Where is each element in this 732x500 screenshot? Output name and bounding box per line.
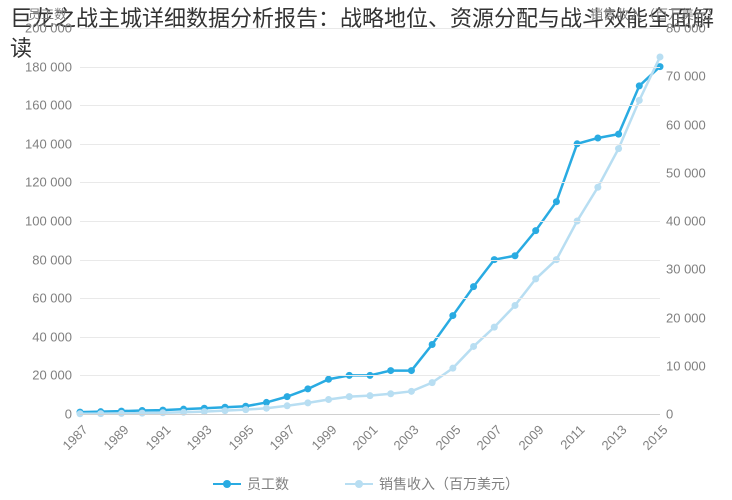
ytick-left: 200 000	[12, 21, 72, 36]
xtick: 1991	[142, 422, 173, 453]
series-marker-employees	[470, 283, 477, 290]
series-marker-revenue	[263, 405, 270, 412]
xtick: 2007	[474, 422, 505, 453]
series-marker-revenue	[615, 145, 622, 152]
xtick: 2011	[557, 422, 587, 452]
xtick: 2015	[640, 422, 671, 453]
chart-container: 0 20 000 40 000 60 000 80 000 100 000 120 000 1…	[0, 0, 732, 500]
legend: 员工数 销售收入（百万美元）	[0, 474, 732, 494]
legend-item-employees: 员工数	[213, 474, 289, 494]
series-marker-revenue	[367, 392, 374, 399]
ytick-right: 70 000	[666, 69, 726, 84]
series-marker-revenue	[470, 343, 477, 350]
series-marker-employees	[636, 82, 643, 89]
gridline	[80, 337, 660, 338]
xtick: 2005	[432, 422, 463, 453]
series-marker-employees	[408, 367, 415, 374]
series-marker-revenue	[346, 393, 353, 400]
ytick-right: 10 000	[666, 358, 726, 373]
series-marker-revenue	[325, 396, 332, 403]
plot-area	[80, 28, 660, 414]
series-marker-employees	[532, 227, 539, 234]
gridline	[80, 414, 660, 415]
xtick: 1995	[225, 422, 256, 453]
series-marker-employees	[553, 198, 560, 205]
series-line-revenue	[80, 57, 660, 414]
gridline	[80, 375, 660, 376]
gridline	[80, 67, 660, 68]
gridline	[80, 182, 660, 183]
ytick-right: 80 000	[666, 21, 726, 36]
ytick-right: 30 000	[666, 262, 726, 277]
series-marker-revenue	[594, 184, 601, 191]
xtick: 1997	[267, 422, 298, 453]
series-marker-revenue	[491, 324, 498, 331]
series-marker-revenue	[512, 302, 519, 309]
xtick: 2003	[391, 422, 422, 453]
ytick-right: 40 000	[666, 214, 726, 229]
legend-label-revenue: 销售收入（百万美元）	[379, 474, 519, 494]
gridline	[80, 221, 660, 222]
xtick: 1987	[60, 422, 91, 453]
ytick-left: 40 000	[12, 329, 72, 344]
series-marker-employees	[512, 252, 519, 259]
legend-swatch-employees	[213, 478, 241, 490]
ytick-left: 100 000	[12, 214, 72, 229]
series-marker-revenue	[657, 53, 664, 60]
series-marker-employees	[325, 376, 332, 383]
xtick: 1993	[184, 422, 215, 453]
series-marker-employees	[387, 367, 394, 374]
ytick-left: 0	[12, 407, 72, 422]
series-marker-revenue	[242, 406, 249, 413]
ytick-right: 60 000	[666, 117, 726, 132]
ytick-left: 120 000	[12, 175, 72, 190]
series-marker-revenue	[284, 402, 291, 409]
series-marker-employees	[284, 393, 291, 400]
legend-swatch-revenue	[345, 478, 373, 490]
series-marker-revenue	[387, 390, 394, 397]
series-marker-employees	[449, 312, 456, 319]
ytick-left: 20 000	[12, 368, 72, 383]
xtick: 2001	[350, 422, 381, 453]
series-marker-employees	[429, 341, 436, 348]
gridline	[80, 298, 660, 299]
ytick-left: 140 000	[12, 136, 72, 151]
series-line-employees	[80, 67, 660, 412]
ytick-right: 0	[666, 407, 726, 422]
series-marker-revenue	[532, 275, 539, 282]
series-marker-revenue	[304, 399, 311, 406]
ytick-right: 50 000	[666, 165, 726, 180]
ytick-left: 80 000	[12, 252, 72, 267]
legend-label-employees: 员工数	[247, 474, 289, 494]
xtick: 2013	[598, 422, 629, 453]
series-marker-employees	[594, 135, 601, 142]
series-marker-revenue	[429, 379, 436, 386]
gridline	[80, 260, 660, 261]
series-marker-revenue	[449, 365, 456, 372]
xtick: 1999	[308, 422, 339, 453]
xtick: 2009	[515, 422, 546, 453]
series-marker-revenue	[159, 409, 166, 416]
ytick-left: 180 000	[12, 59, 72, 74]
series-marker-revenue	[408, 388, 415, 395]
series-marker-employees	[615, 131, 622, 138]
gridline	[80, 105, 660, 106]
series-marker-employees	[304, 385, 311, 392]
gridline	[80, 144, 660, 145]
ytick-right: 20 000	[666, 310, 726, 325]
ytick-left: 160 000	[12, 98, 72, 113]
series-marker-revenue	[636, 97, 643, 104]
legend-item-revenue: 销售收入（百万美元）	[345, 474, 519, 494]
ytick-left: 60 000	[12, 291, 72, 306]
gridline	[80, 28, 660, 29]
xtick: 1989	[101, 422, 132, 453]
